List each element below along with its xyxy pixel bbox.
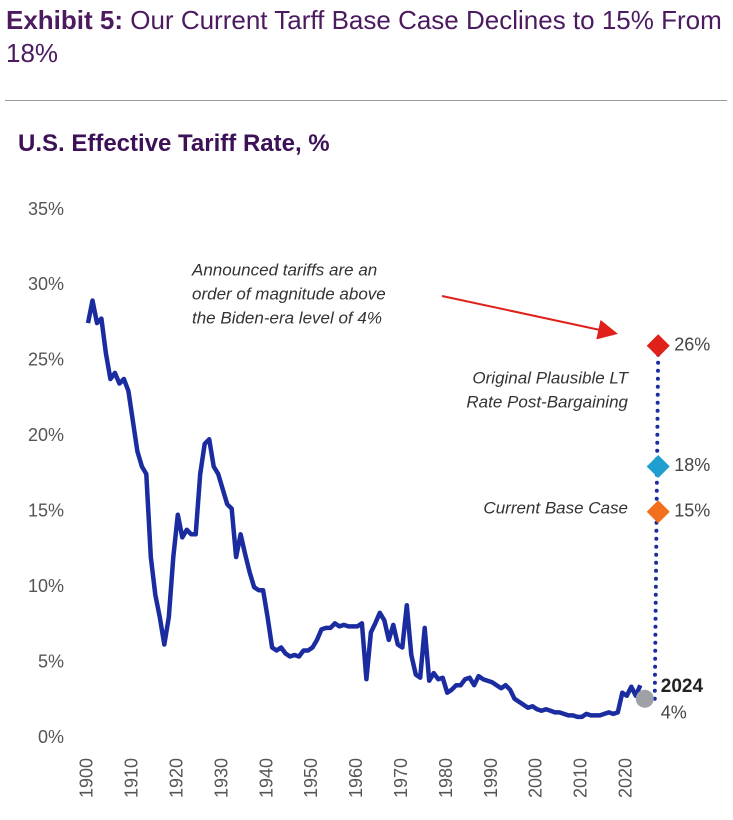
y-tick-label: 5% (38, 651, 64, 671)
y-tick-label: 30% (28, 274, 64, 294)
title-text: Our Current Tarff Base Case Declines to … (6, 5, 722, 68)
diamond-point (646, 500, 670, 524)
x-tick-label: 1950 (301, 758, 321, 798)
annotation: Rate Post-Bargaining (466, 392, 628, 411)
annotation: 2024 (661, 676, 704, 697)
y-tick-label: 25% (28, 350, 64, 370)
annotation: 4% (661, 703, 687, 723)
divider (5, 100, 727, 101)
diamond-point (646, 334, 670, 358)
data-line (85, 298, 643, 720)
value-label: 15% (674, 500, 710, 520)
title-lead: Exhibit 5: (6, 5, 124, 35)
x-tick-label: 1910 (122, 758, 142, 798)
y-tick-label: 35% (28, 199, 64, 219)
annotation: Current Base Case (483, 498, 628, 517)
x-tick-label: 1900 (77, 758, 97, 798)
annotation: the Biden-era level of 4% (192, 308, 382, 327)
annotation: order of magnitude above (192, 284, 386, 303)
subtitle: U.S. Effective Tariff Rate, % (18, 130, 330, 157)
annotation: Announced tariffs are an (191, 260, 377, 279)
x-tick-label: 1930 (211, 758, 231, 798)
y-tick-label: 15% (28, 500, 64, 520)
value-label: 26% (674, 335, 710, 355)
y-tick-label: 10% (28, 576, 64, 596)
x-tick-label: 2020 (616, 758, 636, 798)
x-tick-label: 1920 (167, 758, 187, 798)
arrow (441, 295, 618, 340)
value-label: 18% (674, 455, 710, 475)
x-tick-label: 2000 (526, 758, 546, 798)
x-tick-label: 2010 (571, 758, 591, 798)
x-tick-label: 1990 (481, 758, 501, 798)
annotation: Original Plausible LT (472, 368, 629, 387)
x-tick-label: 1940 (256, 758, 276, 798)
x-tick-label: 1960 (346, 758, 366, 798)
y-tick-label: 20% (28, 425, 64, 445)
x-tick-label: 1970 (391, 758, 411, 798)
title: Exhibit 5: Our Current Tarff Base Case D… (6, 4, 726, 70)
diamond-point (646, 454, 670, 478)
dotted-connector (652, 343, 661, 701)
point (635, 689, 654, 708)
y-tick-label: 0% (38, 727, 64, 747)
x-tick-label: 1980 (436, 758, 456, 798)
